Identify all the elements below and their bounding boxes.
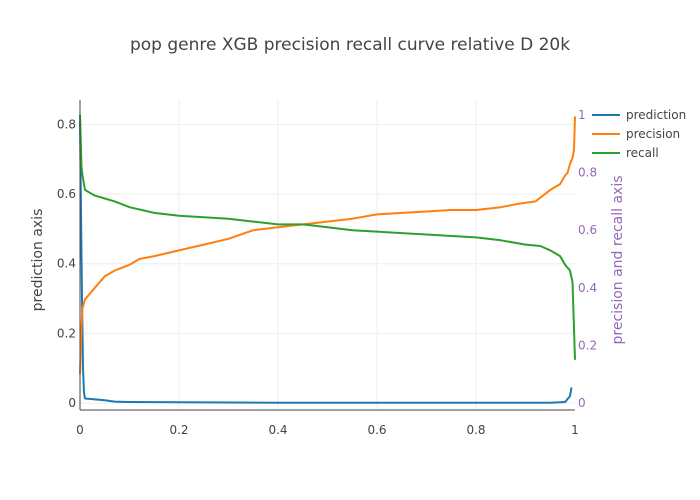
y-tick-label: 0.6: [57, 187, 76, 201]
y-tick-label: 0.2: [57, 326, 76, 340]
y2-tick-label: 0.6: [578, 223, 597, 237]
legend-label: recall: [626, 146, 659, 160]
x-tick-label: 0.4: [268, 423, 287, 437]
y2-tick-label: 0: [578, 396, 586, 410]
y2-axis-label: precision and recall axis: [610, 175, 626, 344]
chart-title: pop genre XGB precision recall curve rel…: [130, 35, 570, 55]
x-tick-label: 1: [571, 423, 579, 437]
x-tick-label: 0: [76, 423, 84, 437]
y2-tick-label: 0.4: [578, 281, 597, 295]
plot-area: [79, 114, 576, 404]
axes: 0 0.2 0.4 0.6 0.8 1 0 0.2 0.4 0.6 0.8 0 0.2 0.4 0.6 0.8…: [57, 100, 597, 437]
legend[interactable]: prediction precision recall: [592, 108, 686, 160]
x-tick-label: 0.2: [169, 423, 188, 437]
legend-label: prediction: [626, 108, 686, 122]
legend-item-prediction[interactable]: prediction: [592, 108, 686, 122]
legend-item-precision[interactable]: precision: [592, 127, 680, 141]
y-axis-label: prediction axis: [30, 209, 46, 312]
y-tick-label: 0: [68, 396, 76, 410]
y2-tick-label: 0.8: [578, 166, 597, 180]
series-line-prediction: [79, 120, 573, 404]
series-line-recall: [79, 114, 576, 360]
grid: [80, 100, 575, 410]
x-tick-label: 0.6: [367, 423, 386, 437]
y-tick-label: 0.4: [57, 257, 76, 271]
legend-item-recall[interactable]: recall: [592, 146, 659, 160]
legend-label: precision: [626, 127, 680, 141]
y-tick-label: 0.8: [57, 117, 76, 131]
x-tick-label: 0.8: [466, 423, 485, 437]
y2-tick-label: 0.2: [578, 338, 597, 352]
y2-tick-label: 1: [578, 108, 586, 122]
series-line-precision: [79, 116, 576, 375]
